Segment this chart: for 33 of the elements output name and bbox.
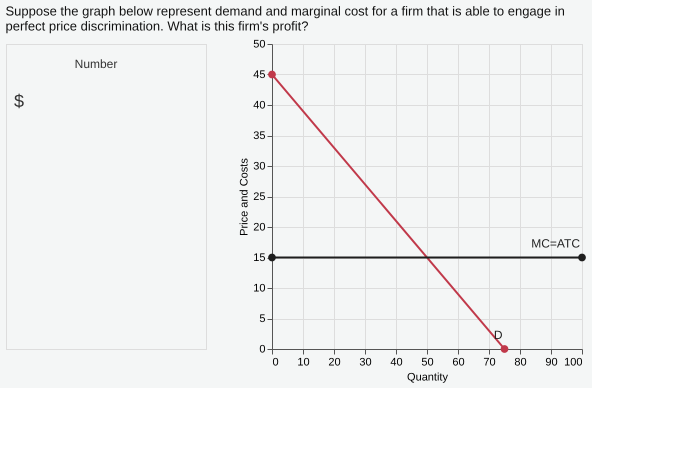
x-tick-label: 60 — [452, 356, 465, 368]
series-label: MC=ATC — [531, 236, 580, 250]
x-tick-label: 40 — [390, 356, 403, 368]
y-tick-label: 30 — [253, 160, 266, 172]
x-tick-label: 10 — [297, 356, 310, 368]
y-tick-label: 50 — [253, 38, 266, 50]
text: Number — [74, 57, 118, 71]
point — [268, 70, 276, 78]
y-tick-label: 25 — [253, 191, 266, 203]
y-tick-label: 0 — [259, 344, 266, 356]
y-tick-label: 45 — [253, 69, 266, 81]
y-axis-title: Price and Costs — [238, 158, 250, 236]
series-label: D — [494, 328, 503, 342]
x-tick-label: 100 — [564, 356, 582, 368]
y-tick-label: 40 — [253, 100, 266, 112]
y-tick-label: 20 — [253, 222, 266, 234]
x-tick-label: 70 — [483, 356, 496, 368]
y-tick-label: 15 — [253, 252, 266, 264]
x-tick-label: 20 — [328, 356, 341, 368]
x-tick-label: 50 — [421, 356, 434, 368]
chart-title: Suppose the graph below represent demand and marginal cost for a firm that is able to engage in perfect price discrimination. What is this firm's profit? — [6, 4, 565, 34]
point — [500, 345, 508, 353]
y-tick-label: 5 — [259, 313, 266, 325]
x-tick-label: 0 — [272, 356, 279, 368]
y-tick-label: 35 — [253, 130, 266, 142]
point — [268, 254, 276, 262]
x-tick-label: 30 — [359, 356, 372, 368]
x-tick-label: 90 — [545, 356, 558, 368]
text: $ — [14, 91, 24, 111]
x-tick-label: 80 — [514, 356, 527, 368]
x-axis-title: Quantity — [407, 372, 448, 384]
y-tick-label: 10 — [253, 282, 266, 294]
point — [578, 254, 586, 262]
